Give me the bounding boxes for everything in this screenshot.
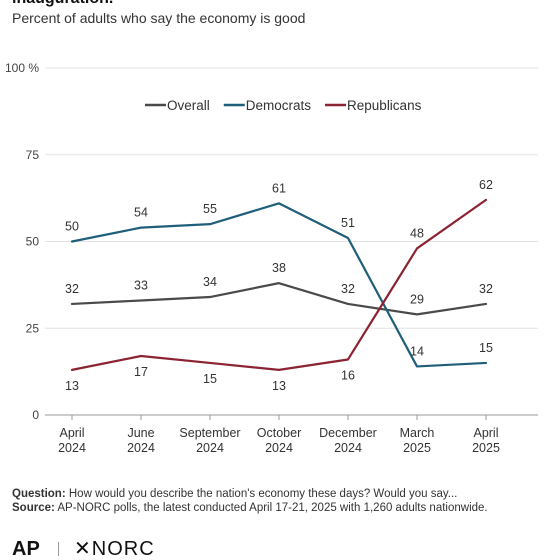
legend-label: Overall [167,98,210,113]
question-label: Question: [12,488,66,500]
x-tick-label: 2024 [58,441,86,455]
data-label: 17 [134,365,148,379]
data-label: 38 [272,261,286,275]
data-label: 13 [272,379,286,393]
x-tick-label: March [400,426,435,440]
chart-title: inauguration. [12,0,113,8]
data-label: 34 [203,275,217,289]
data-label: 62 [479,178,493,192]
data-label: 15 [479,341,493,355]
data-label: 15 [203,372,217,386]
data-label: 14 [410,344,424,358]
x-tick-label: April [59,426,84,440]
x-tick-label: 2024 [334,441,362,455]
series-line-democrats [70,202,488,368]
data-label: 54 [134,206,148,220]
legend-label: Republicans [347,98,422,113]
data-label: 29 [410,292,424,306]
y-tick-label: 75 [26,148,40,162]
x-tick-label: December [319,426,377,440]
data-label: 33 [134,278,148,292]
question-note: Question: How would you describe the nat… [12,487,457,501]
data-label: 48 [410,226,424,240]
x-tick-label: September [179,426,240,440]
x-tick-label: April [473,426,498,440]
legend-label: Democrats [246,98,312,113]
chart-subtitle: Percent of adults who say the economy is… [12,10,306,26]
data-label: 51 [341,216,355,230]
y-tick-label: 50 [26,235,40,249]
series-line-overall [70,282,488,316]
x-tick-label: 2024 [127,441,155,455]
norc-logo: ✕NORC [74,538,155,560]
source-note: Source: AP-NORC polls, the latest conduc… [12,501,488,515]
x-tick-label: October [257,426,301,440]
question-text: How would you describe the nation's econ… [65,488,458,500]
data-label: 32 [479,282,493,296]
data-label: 32 [65,282,79,296]
y-tick-label: 25 [26,321,40,335]
ap-logo: AP [12,538,40,560]
x-tick-label: 2024 [265,441,293,455]
source-label: Source: [12,502,55,514]
logo-divider [58,542,59,556]
y-tick-label: 100 % [5,61,39,75]
source-text: AP-NORC polls, the latest conducted Apri… [54,502,488,514]
x-tick-label: 2024 [196,441,224,455]
x-tick-label: 2025 [403,441,431,455]
data-label: 50 [65,220,79,234]
x-tick-label: 2025 [472,441,500,455]
data-label: 32 [341,282,355,296]
x-tick-label: June [127,426,154,440]
data-label: 13 [65,379,79,393]
y-tick-label: 0 [32,408,39,422]
series-line-republicans [70,198,488,371]
data-label: 55 [203,202,217,216]
data-label: 16 [341,368,355,382]
data-label: 61 [272,181,286,195]
